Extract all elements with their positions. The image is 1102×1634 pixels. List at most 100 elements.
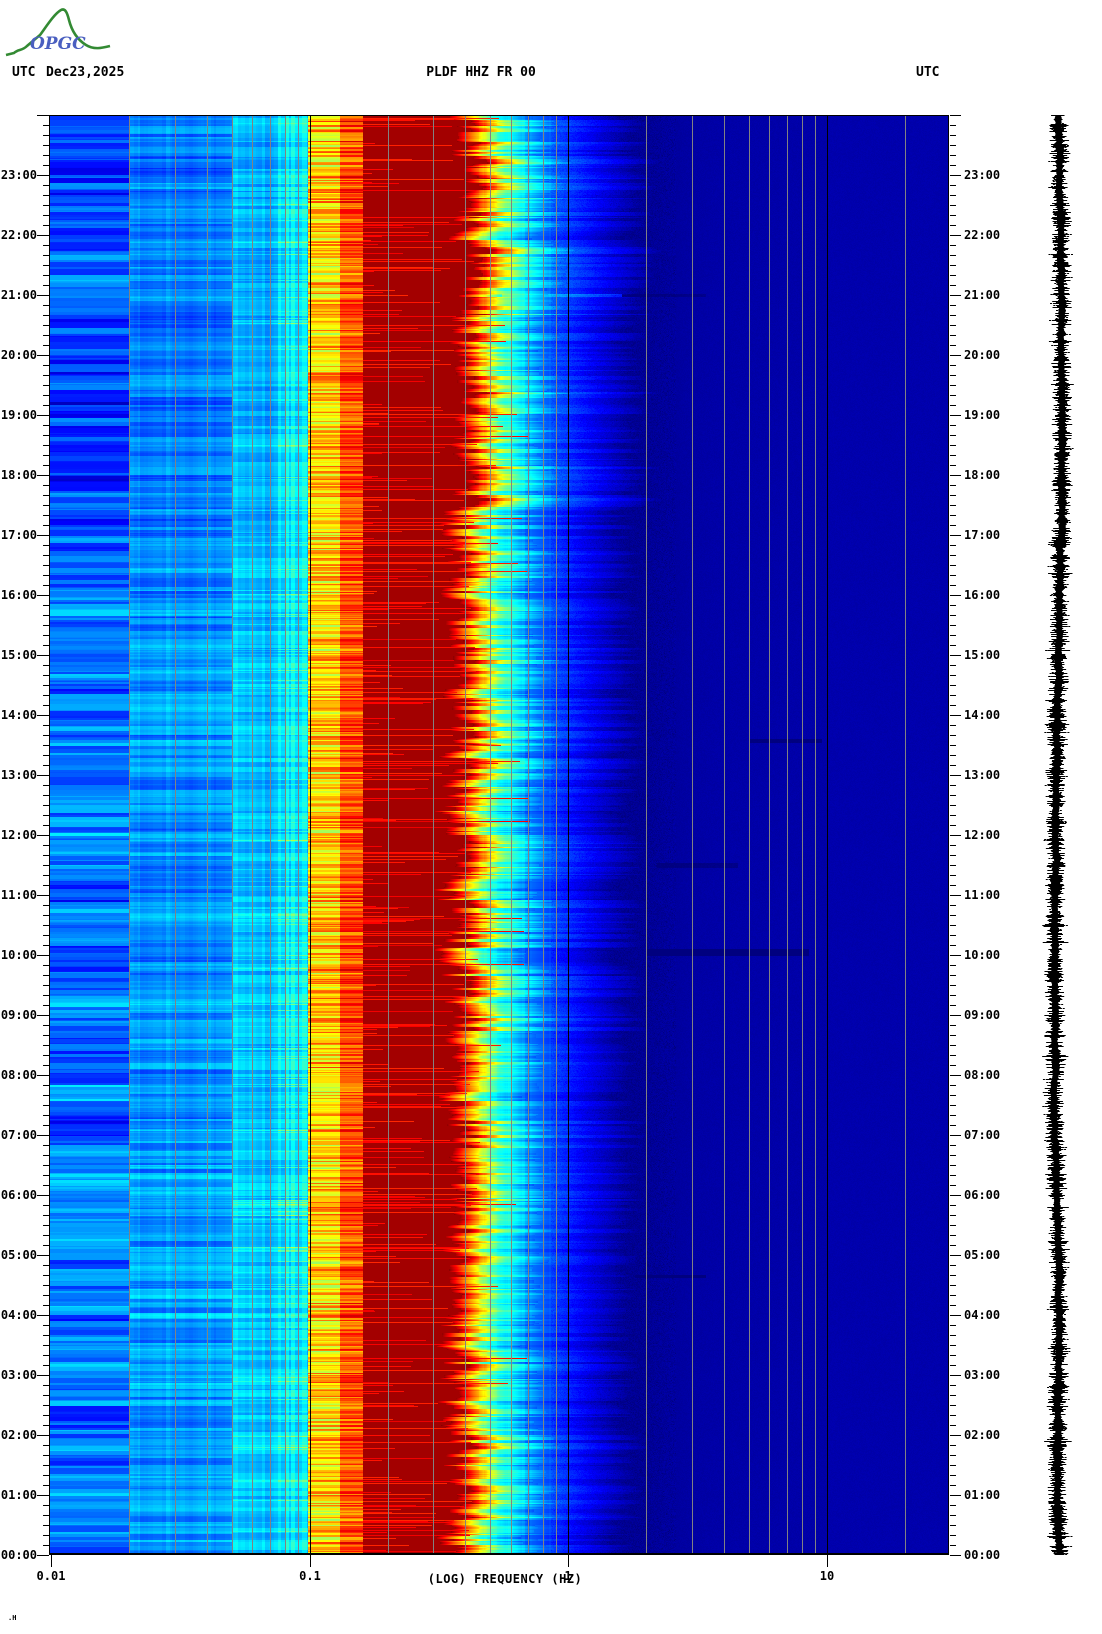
time-tick bbox=[950, 355, 961, 356]
time-tick bbox=[950, 1325, 956, 1326]
time-label: 17:00 bbox=[964, 528, 1001, 542]
frequency-tick bbox=[51, 1555, 52, 1567]
time-tick bbox=[950, 735, 956, 736]
time-tick bbox=[950, 545, 956, 546]
time-tick bbox=[950, 115, 961, 116]
logo-ridge bbox=[5, 8, 111, 57]
time-tick bbox=[950, 615, 956, 616]
time-tick bbox=[37, 1435, 49, 1436]
time-label: 23:00 bbox=[0, 168, 37, 182]
time-tick bbox=[950, 1025, 956, 1026]
time-tick bbox=[37, 595, 49, 596]
time-tick bbox=[950, 315, 956, 316]
time-tick bbox=[37, 1075, 49, 1076]
time-tick bbox=[950, 285, 956, 286]
time-label: 22:00 bbox=[0, 228, 37, 242]
time-tick bbox=[950, 365, 956, 366]
logo-text: OPGC bbox=[30, 34, 86, 54]
frequency-tick-label: 10 bbox=[819, 1569, 835, 1583]
time-tick bbox=[950, 1365, 956, 1366]
time-label: 19:00 bbox=[0, 408, 37, 422]
time-tick bbox=[950, 1435, 961, 1436]
time-label: 11:00 bbox=[964, 888, 1001, 902]
time-label: 18:00 bbox=[964, 468, 1001, 482]
time-tick bbox=[950, 265, 956, 266]
time-label: 04:00 bbox=[0, 1308, 37, 1322]
time-label: 03:00 bbox=[964, 1368, 1001, 1382]
time-tick bbox=[950, 1385, 956, 1386]
time-tick bbox=[950, 1505, 956, 1506]
time-label: 05:00 bbox=[0, 1248, 37, 1262]
time-tick bbox=[950, 1235, 956, 1236]
time-tick bbox=[950, 845, 956, 846]
time-label: 06:00 bbox=[0, 1188, 37, 1202]
time-tick bbox=[950, 1195, 961, 1196]
time-tick bbox=[950, 1475, 956, 1476]
time-tick bbox=[950, 1415, 956, 1416]
time-label: 15:00 bbox=[964, 648, 1001, 662]
time-tick bbox=[950, 255, 956, 256]
time-label: 08:00 bbox=[0, 1068, 37, 1082]
time-tick bbox=[950, 695, 956, 696]
time-tick bbox=[950, 905, 956, 906]
time-tick bbox=[950, 1075, 961, 1076]
time-tick bbox=[37, 175, 49, 176]
time-tick bbox=[950, 565, 956, 566]
time-tick bbox=[37, 1315, 49, 1316]
time-tick bbox=[950, 935, 956, 936]
opgc-logo: OPGC bbox=[5, 8, 111, 57]
time-tick bbox=[950, 235, 961, 236]
time-tick bbox=[950, 195, 956, 196]
time-tick bbox=[950, 755, 956, 756]
time-tick bbox=[950, 745, 956, 746]
time-tick bbox=[950, 975, 956, 976]
time-tick bbox=[37, 955, 49, 956]
time-label: 16:00 bbox=[0, 588, 37, 602]
time-tick bbox=[950, 945, 956, 946]
time-tick bbox=[950, 1445, 956, 1446]
time-tick bbox=[950, 1375, 961, 1376]
time-tick bbox=[950, 725, 956, 726]
time-label: 00:00 bbox=[964, 1548, 1001, 1562]
time-tick bbox=[37, 1495, 49, 1496]
time-tick bbox=[950, 1335, 956, 1336]
time-tick bbox=[950, 555, 956, 556]
time-tick bbox=[950, 595, 961, 596]
time-label: 10:00 bbox=[0, 948, 37, 962]
time-tick bbox=[950, 1305, 956, 1306]
time-label: 13:00 bbox=[0, 768, 37, 782]
time-tick bbox=[950, 645, 956, 646]
time-label: 00:00 bbox=[0, 1548, 37, 1562]
time-tick bbox=[950, 915, 956, 916]
time-tick bbox=[37, 115, 49, 116]
time-tick bbox=[950, 825, 956, 826]
time-label: 09:00 bbox=[0, 1008, 37, 1022]
time-tick bbox=[37, 415, 49, 416]
time-tick bbox=[37, 535, 49, 536]
time-tick bbox=[950, 1095, 956, 1096]
time-tick bbox=[950, 1315, 961, 1316]
time-tick bbox=[37, 655, 49, 656]
time-label: 07:00 bbox=[964, 1128, 1001, 1142]
time-label: 01:00 bbox=[964, 1488, 1001, 1502]
time-tick bbox=[950, 375, 956, 376]
time-tick bbox=[950, 205, 956, 206]
time-tick bbox=[950, 575, 956, 576]
time-label: 02:00 bbox=[964, 1428, 1001, 1442]
time-tick bbox=[950, 495, 956, 496]
time-tick bbox=[37, 355, 49, 356]
time-label: 12:00 bbox=[0, 828, 37, 842]
time-tick bbox=[950, 985, 956, 986]
time-label: 14:00 bbox=[964, 708, 1001, 722]
time-tick bbox=[950, 165, 956, 166]
time-tick bbox=[37, 1255, 49, 1256]
time-tick bbox=[950, 955, 961, 956]
time-tick bbox=[950, 1545, 956, 1546]
time-tick bbox=[950, 395, 956, 396]
time-tick bbox=[950, 1155, 956, 1156]
plot-title: PLDF HHZ FR 00 bbox=[426, 65, 536, 80]
time-label: 02:00 bbox=[0, 1428, 37, 1442]
time-label: 23:00 bbox=[964, 168, 1001, 182]
time-tick bbox=[950, 1555, 961, 1556]
time-tick bbox=[950, 445, 956, 446]
